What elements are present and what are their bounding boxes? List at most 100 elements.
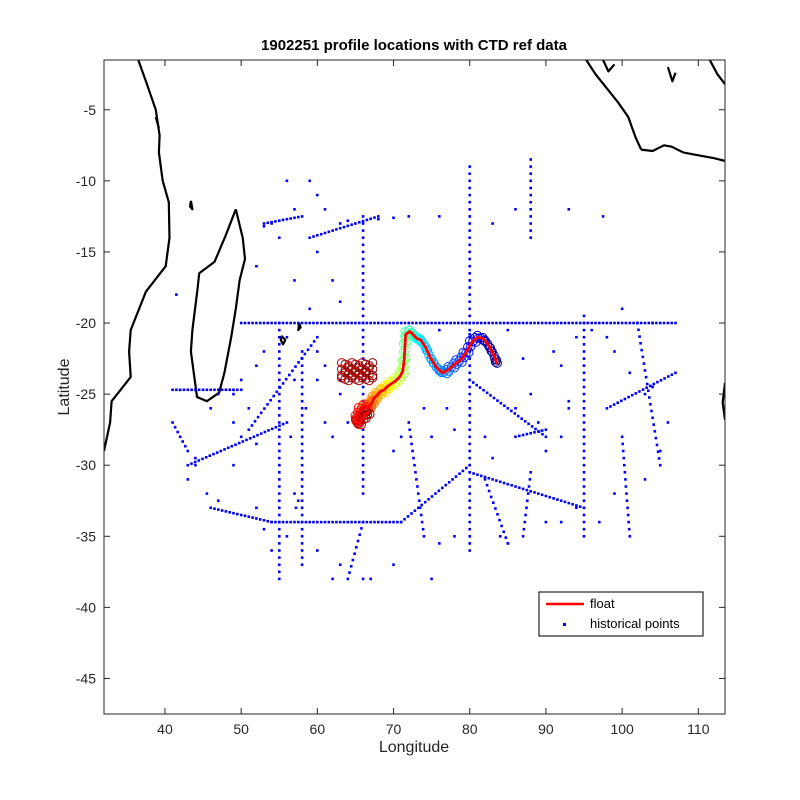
historical-point-597 xyxy=(354,222,357,225)
historical-point-697 xyxy=(559,520,563,524)
historical-point-440 xyxy=(300,535,304,538)
historical-point-772 xyxy=(567,399,571,403)
historical-point-683 xyxy=(294,506,298,510)
historical-point-377 xyxy=(223,448,226,451)
historical-point-446 xyxy=(529,165,532,168)
historical-point-265 xyxy=(468,257,471,261)
historical-point-335 xyxy=(278,520,281,524)
historical-point-166 xyxy=(396,520,399,524)
historical-point-770 xyxy=(552,350,555,353)
historical-point-318 xyxy=(278,399,281,403)
historical-point-427 xyxy=(300,442,304,446)
historical-point-419 xyxy=(300,385,304,389)
historical-point-29 xyxy=(350,321,353,325)
y-tick-label--40: -40 xyxy=(76,599,96,615)
historical-point-156 xyxy=(358,520,361,524)
historical-point-548 xyxy=(409,435,412,439)
historical-point-466 xyxy=(645,382,649,386)
historical-point-63 xyxy=(476,321,479,325)
historical-point-644 xyxy=(262,222,266,225)
historical-point-124 xyxy=(239,513,243,517)
historical-point-74 xyxy=(518,321,521,325)
historical-point-367 xyxy=(186,463,190,467)
historical-point-122 xyxy=(232,511,235,515)
historical-point-509 xyxy=(503,404,506,407)
historical-point-685 xyxy=(316,549,319,552)
y-tick-label--15: -15 xyxy=(76,244,96,260)
historical-point-118 xyxy=(217,508,220,511)
historical-point-702 xyxy=(658,449,662,453)
historical-point-39 xyxy=(388,321,391,325)
historical-point-7 xyxy=(266,321,270,325)
historical-point-84 xyxy=(556,321,559,325)
historical-point-754 xyxy=(346,421,350,424)
historical-point-186 xyxy=(461,469,465,473)
historical-point-80 xyxy=(540,321,544,325)
historical-point-668 xyxy=(524,513,527,517)
historical-point-647 xyxy=(274,220,277,223)
historical-point-101 xyxy=(620,321,624,325)
historical-point-495 xyxy=(663,377,666,380)
historical-point-13 xyxy=(289,321,292,325)
historical-point-293 xyxy=(468,456,471,460)
historical-point-252 xyxy=(468,165,471,168)
historical-point-297 xyxy=(468,485,471,488)
historical-point-755 xyxy=(392,449,395,453)
historical-point-307 xyxy=(278,321,281,325)
historical-point-750 xyxy=(316,378,319,382)
historical-point-256 xyxy=(468,193,471,197)
historical-point-433 xyxy=(300,485,304,488)
historical-point-120 xyxy=(224,510,228,513)
historical-point-765 xyxy=(529,392,532,396)
historical-point-386 xyxy=(256,433,259,437)
historical-point-679 xyxy=(262,527,266,531)
historical-point-567 xyxy=(492,501,495,504)
historical-point-43 xyxy=(403,321,407,325)
y-tick-label--25: -25 xyxy=(76,386,96,402)
historical-point-337 xyxy=(278,535,281,538)
historical-point-554 xyxy=(415,478,418,481)
historical-point-544 xyxy=(627,527,631,531)
profile-marker-202 xyxy=(364,375,374,386)
historical-point-383 xyxy=(245,438,248,442)
historical-point-713 xyxy=(567,208,571,211)
historical-point-752 xyxy=(331,435,334,439)
historical-point-527 xyxy=(533,431,536,434)
historical-point-573 xyxy=(504,536,508,539)
profile-marker-48 xyxy=(426,354,437,364)
historical-point-409 xyxy=(224,388,228,392)
historical-point-308 xyxy=(278,328,281,332)
historical-point-404 xyxy=(205,388,209,392)
historical-point-671 xyxy=(521,535,525,538)
historical-point-669 xyxy=(523,520,527,524)
historical-point-50 xyxy=(426,321,430,325)
historical-point-94 xyxy=(594,321,597,325)
historical-point-213 xyxy=(559,499,563,502)
historical-point-515 xyxy=(523,420,527,423)
historical-point-449 xyxy=(529,186,532,190)
historical-point-309 xyxy=(278,335,281,339)
historical-point-87 xyxy=(567,321,571,325)
historical-point-83 xyxy=(552,321,555,325)
historical-point-269 xyxy=(468,286,471,289)
historical-point-602 xyxy=(373,216,376,219)
profile-marker-199 xyxy=(354,375,364,386)
historical-point-617 xyxy=(361,307,365,311)
historical-point-762 xyxy=(491,456,494,460)
historical-point-379 xyxy=(230,444,234,448)
historical-point-305 xyxy=(468,542,471,545)
historical-point-266 xyxy=(468,264,471,268)
historical-point-557 xyxy=(418,499,421,502)
historical-point-17 xyxy=(304,321,308,325)
historical-point-677 xyxy=(232,463,235,467)
historical-point-67 xyxy=(491,321,494,325)
historical-point-529 xyxy=(540,429,544,432)
historical-point-23 xyxy=(327,321,331,325)
historical-point-143 xyxy=(308,520,311,524)
historical-point-453 xyxy=(529,215,532,218)
historical-point-628 xyxy=(361,385,365,389)
historical-point-546 xyxy=(407,421,411,424)
historical-point-181 xyxy=(444,483,447,487)
historical-point-38 xyxy=(384,321,388,325)
